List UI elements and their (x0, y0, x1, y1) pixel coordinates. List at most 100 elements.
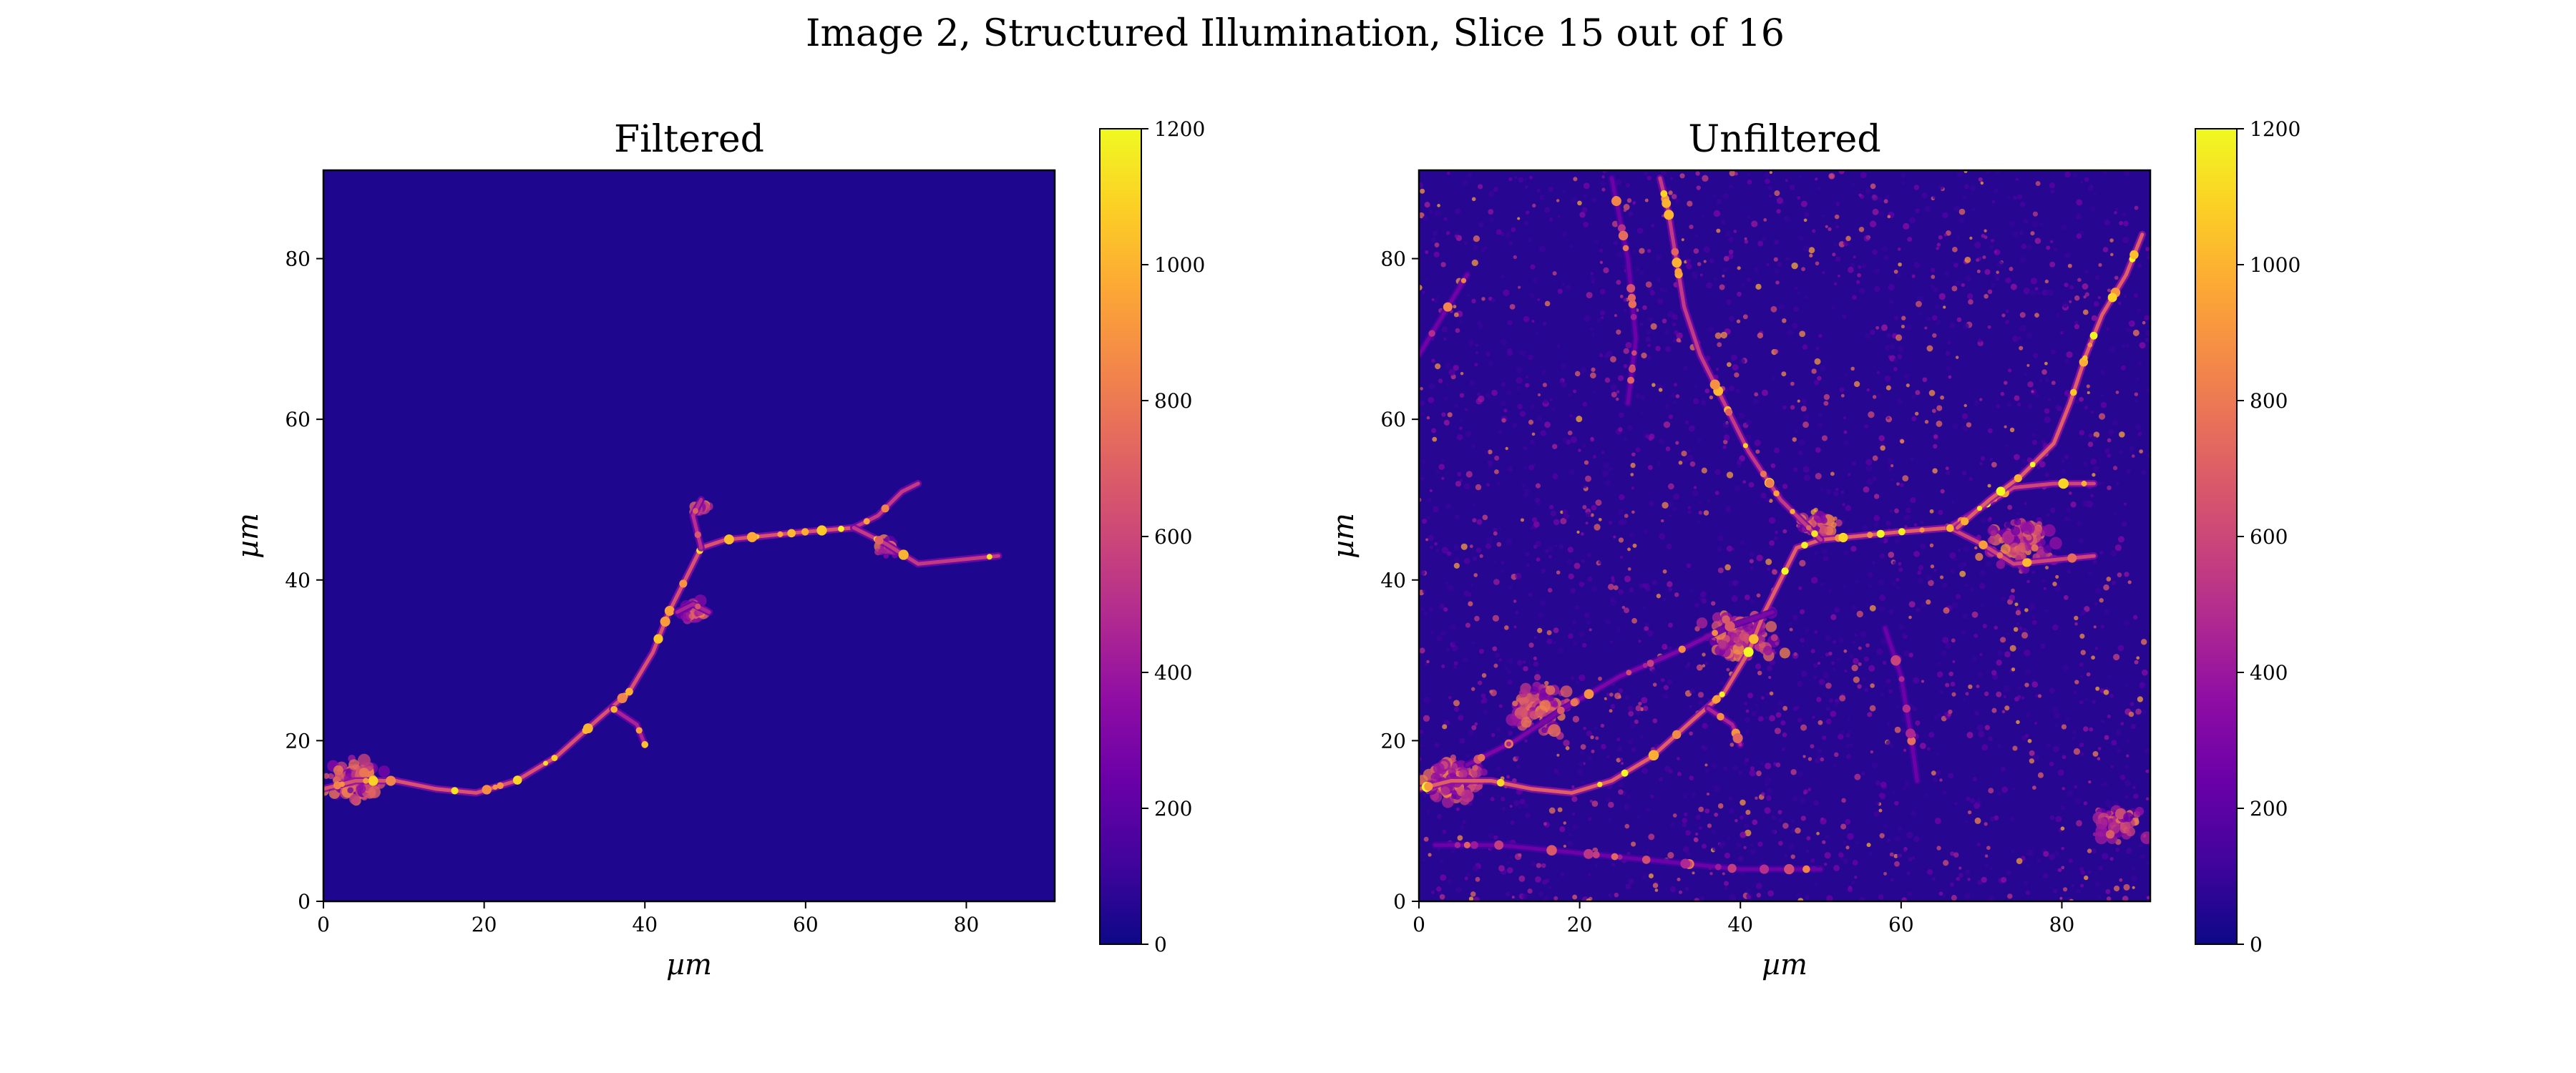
noise-speckle (1732, 547, 1735, 551)
noise-speckle (2021, 632, 2029, 639)
noise-speckle (1764, 807, 1771, 814)
filament-punctum (1724, 621, 1735, 632)
noise-speckle (1967, 293, 1974, 300)
colorbar-tick-label: 600 (1154, 525, 1192, 549)
noise-speckle (2111, 740, 2117, 746)
noise-speckle (1869, 705, 1876, 712)
noise-speckle (1703, 510, 1709, 516)
noise-speckle (1878, 793, 1884, 798)
noise-speckle (1843, 584, 1846, 588)
noise-speckle (1871, 194, 1878, 201)
noise-speckle (2144, 315, 2150, 320)
noise-speckle (2001, 596, 2006, 602)
noise-speckle (1886, 416, 1890, 420)
noise-speckle (1632, 543, 1637, 548)
noise-speckle (1883, 255, 1889, 260)
noise-speckle (2050, 189, 2055, 194)
filament-punctum (1890, 655, 1901, 666)
noise-speckle (1802, 421, 1809, 428)
noise-speckle (1996, 404, 2001, 408)
noise-speckle (1855, 841, 1859, 845)
noise-speckle (2100, 624, 2104, 629)
noise-speckle (1423, 715, 1430, 722)
noise-speckle (1485, 351, 1491, 357)
noise-speckle (1795, 705, 1800, 710)
noise-speckle (1568, 633, 1574, 640)
noise-speckle (1568, 833, 1572, 837)
noise-speckle (1658, 777, 1664, 782)
noise-speckle (1787, 843, 1795, 850)
noise-speckle (1531, 861, 1536, 867)
noise-speckle (1866, 478, 1873, 485)
noise-speckle (2067, 263, 2072, 268)
x-axis-ticks-unfiltered: 0 20 40 60 80 (1413, 901, 2074, 936)
noise-speckle (1553, 896, 1558, 901)
cluster-point (1732, 643, 1745, 655)
noise-speckle (1724, 886, 1728, 891)
noise-speckle (1471, 725, 1477, 730)
noise-speckle (1591, 333, 1595, 336)
noise-speckle (1548, 554, 1553, 559)
noise-speckle (1738, 412, 1745, 419)
noise-speckle (1434, 542, 1438, 546)
noise-speckle (1519, 349, 1526, 356)
noise-speckle (1493, 187, 1498, 192)
noise-speckle (1590, 372, 1596, 379)
noise-speckle (1792, 614, 1798, 620)
noise-speckle (2016, 511, 2020, 515)
noise-speckle (1423, 611, 1428, 616)
noise-speckle (1530, 439, 1536, 445)
noise-speckle (1429, 489, 1433, 492)
noise-speckle (1671, 194, 1677, 200)
noise-speckle (1704, 768, 1709, 773)
noise-speckle (2107, 453, 2112, 458)
noise-speckle (1423, 836, 1429, 842)
noise-speckle (1868, 665, 1875, 672)
noise-speckle (1969, 185, 1976, 192)
noise-speckle (1897, 853, 1901, 858)
noise-speckle (1619, 295, 1624, 298)
noise-speckle (1977, 880, 1983, 886)
noise-speckle (1433, 251, 1440, 258)
filament-punctum (1724, 408, 1733, 416)
noise-speckle (1996, 660, 2002, 666)
noise-speckle (1951, 638, 1956, 643)
noise-speckle (1679, 173, 1685, 179)
noise-speckle (2013, 627, 2019, 632)
noise-speckle (1495, 652, 1500, 658)
noise-speckle (1439, 893, 1445, 900)
cluster-point (1991, 530, 1997, 536)
noise-speckle (1472, 502, 1477, 506)
noise-speckle (1438, 378, 1443, 383)
filament-punctum (451, 787, 459, 795)
noise-speckle (1686, 263, 1692, 270)
cluster-point (348, 759, 360, 770)
filament-punctum (492, 784, 498, 790)
noise-speckle (1913, 551, 1920, 557)
colorbar-tick-label: 200 (1154, 797, 1192, 820)
noise-speckle (1937, 662, 1941, 665)
noise-speckle (1911, 416, 1917, 421)
noise-speckle (1645, 434, 1650, 438)
noise-speckle (2064, 516, 2069, 521)
noise-speckle (1962, 323, 1969, 330)
filament-punctum (610, 705, 618, 713)
noise-speckle (1800, 609, 1805, 614)
noise-speckle (1704, 808, 1710, 814)
noise-speckle (1537, 627, 1543, 634)
noise-speckle (1468, 729, 1475, 735)
noise-speckle (1430, 630, 1435, 635)
noise-speckle (1668, 587, 1673, 592)
noise-speckle (1588, 873, 1591, 876)
noise-speckle (1951, 602, 1958, 609)
noise-speckle (2046, 743, 2051, 748)
noise-speckle (1724, 230, 1731, 237)
noise-speckle (1903, 786, 1907, 790)
noise-speckle (1802, 402, 1807, 406)
noise-speckle (1825, 225, 1828, 228)
noise-speckle (1664, 289, 1667, 293)
noise-speckle (2097, 757, 2101, 760)
noise-speckle (1441, 476, 1445, 480)
noise-speckle (1526, 564, 1530, 567)
noise-speckle (1613, 240, 1619, 246)
